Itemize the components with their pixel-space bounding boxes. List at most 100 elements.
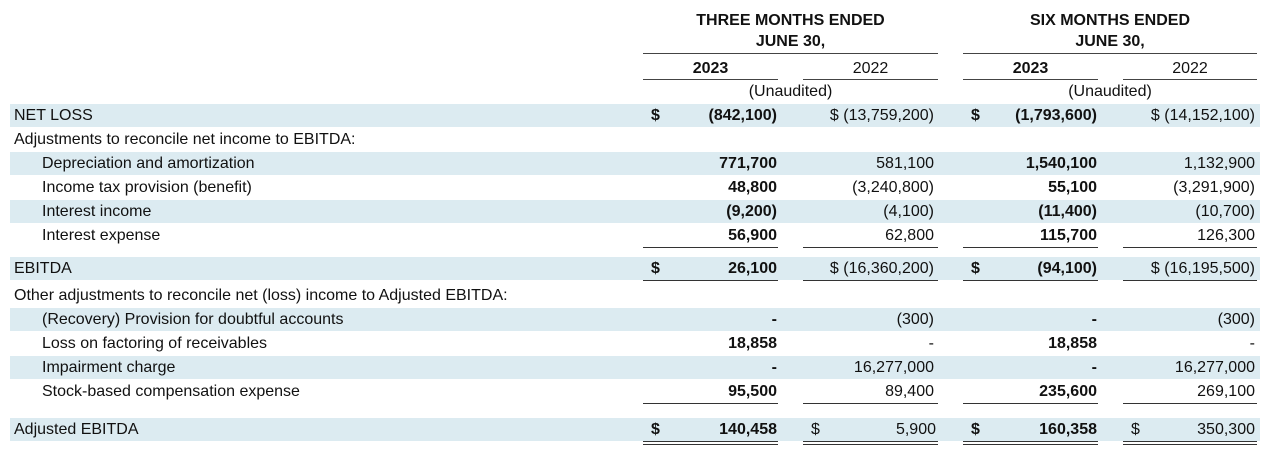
three-months-2023-value: -: [651, 358, 777, 378]
three-months-2022-value: 16,277,000: [803, 358, 934, 378]
three-months-2023-value: -: [651, 310, 777, 330]
amount: (10,700): [1195, 203, 1255, 220]
row-label: Stock-based compensation expense: [42, 383, 300, 400]
amount: 235,600: [1039, 383, 1097, 400]
amount: (9,200): [726, 203, 777, 220]
total-rule: [803, 280, 938, 281]
row-label: Income tax provision (benefit): [42, 179, 252, 196]
amount: (1,793,600): [1015, 107, 1097, 124]
amount: 115,700: [1040, 227, 1097, 244]
income-tax-row: Income tax provision (benefit) 48,800 (3…: [10, 176, 1260, 199]
amount: -: [1249, 335, 1255, 352]
subtotal-rule: [1123, 403, 1257, 404]
dollar-sign: $: [651, 421, 660, 438]
amount: 56,900: [728, 227, 777, 244]
six-months-2022-value: (3,291,900): [1122, 178, 1255, 198]
amount: (3,291,900): [1173, 179, 1255, 196]
year-2022-three-months: 2022: [852, 60, 889, 77]
row-label: Loss on factoring of receivables: [42, 335, 268, 352]
six-months-2023-value: 115,700: [971, 226, 1097, 246]
amount: 48,800: [728, 179, 777, 196]
amount: 18,858: [728, 335, 777, 352]
amount: (94,100): [1037, 260, 1097, 277]
row-label: Impairment charge: [42, 359, 176, 376]
amount: -: [1091, 311, 1097, 328]
amount: 18,858: [1048, 335, 1097, 352]
subtotal-rule: [803, 247, 938, 248]
year-2022-three-months-rule: [803, 79, 938, 80]
six-months-2022-value: 126,300: [1122, 226, 1255, 246]
three-months-header: THREE MONTHS ENDED JUNE 30,: [643, 10, 938, 52]
six-months-header-line2: JUNE 30,: [1075, 33, 1145, 50]
three-months-2022-value: $ (13,759,200): [803, 106, 934, 126]
three-months-2023-value: 771,700: [651, 154, 777, 174]
subtotal-rule: [963, 403, 1098, 404]
amount: (300): [896, 311, 934, 328]
row-label: NET LOSS: [14, 107, 93, 124]
subtotal-rule: [643, 247, 778, 248]
row-label: Interest income: [42, 203, 152, 220]
grand-total-double-rule: [963, 441, 1098, 445]
six-months-2022-value: 1,132,900: [1122, 154, 1255, 174]
six-months-2023-value: (11,400): [971, 202, 1097, 222]
amount: 55,100: [1048, 179, 1097, 196]
amount: 160,358: [1039, 421, 1097, 438]
six-months-2023-value: $ (94,100): [971, 259, 1097, 279]
dollar-sign: $: [1131, 421, 1140, 438]
amount: $ (14,152,100): [1150, 107, 1255, 124]
amount: (3,240,800): [852, 179, 934, 196]
amount: 140,458: [719, 421, 777, 438]
depreciation-row: Depreciation and amortization 771,700 58…: [10, 152, 1260, 175]
other-adjustments-section-header: Other adjustments to reconcile net (loss…: [10, 284, 1260, 307]
six-months-2023-value: 1,540,100: [971, 154, 1097, 174]
three-months-2023-value: 95,500: [651, 382, 777, 402]
row-label: Interest expense: [42, 227, 161, 244]
dollar-sign: $: [971, 260, 980, 277]
year-2023-six-months-rule: [963, 79, 1098, 80]
amount: $ (16,195,500): [1150, 260, 1255, 277]
six-months-2022-value: $ 350,300: [1131, 420, 1255, 440]
dollar-sign: $: [811, 421, 820, 438]
three-months-2023-value: (9,200): [651, 202, 777, 222]
amount: 771,700: [719, 155, 777, 172]
six-months-2022-value: 16,277,000: [1122, 358, 1255, 378]
dollar-sign: $: [971, 421, 980, 438]
amount: -: [928, 335, 934, 352]
three-months-2022-value: 581,100: [803, 154, 934, 174]
six-months-2022-value: 269,100: [1122, 382, 1255, 402]
amount: 5,900: [895, 421, 936, 438]
three-months-2022-value: $ (16,360,200): [803, 259, 934, 279]
three-months-2023-value: $ 140,458: [651, 420, 777, 440]
six-months-header: SIX MONTHS ENDED JUNE 30,: [963, 10, 1257, 52]
six-months-2022-value: -: [1122, 334, 1255, 354]
amount: 26,100: [728, 260, 777, 277]
six-months-2023-value: 235,600: [971, 382, 1097, 402]
year-2022-six-months-rule: [1123, 79, 1257, 80]
row-label: Adjustments to reconcile net income to E…: [14, 131, 356, 148]
amount: $ (13,759,200): [829, 107, 934, 124]
total-rule: [643, 280, 778, 281]
six-months-2023-value: 18,858: [971, 334, 1097, 354]
six-months-header-line1: SIX MONTHS ENDED: [1029, 12, 1190, 29]
impairment-charge-row: Impairment charge - 16,277,000 - 16,277,…: [10, 356, 1260, 379]
three-months-2022-value: $ 5,900: [811, 420, 936, 440]
amount: 16,277,000: [853, 359, 934, 376]
year-2023-six-months: 2023: [1012, 60, 1049, 77]
three-months-header-rule: [643, 53, 938, 54]
subtotal-rule: [803, 403, 938, 404]
subtotal-rule: [963, 247, 1098, 248]
amount: (300): [1217, 311, 1255, 328]
row-label: (Recovery) Provision for doubtful accoun…: [42, 311, 344, 328]
six-months-2023-value: -: [971, 358, 1097, 378]
unaudited-three-months: (Unaudited): [748, 83, 833, 100]
amount: 269,100: [1197, 383, 1255, 400]
six-months-header-rule: [963, 53, 1257, 54]
recovery-provision-row: (Recovery) Provision for doubtful accoun…: [10, 308, 1260, 331]
subtotal-rule: [643, 403, 778, 404]
interest-expense-row: Interest expense 56,900 62,800 115,700 1…: [10, 224, 1260, 247]
amount: -: [771, 311, 777, 328]
unaudited-six-months: (Unaudited): [1068, 83, 1152, 100]
six-months-2023-value: $ (1,793,600): [971, 106, 1097, 126]
total-rule: [1123, 280, 1257, 281]
stock-compensation-row: Stock-based compensation expense 95,500 …: [10, 380, 1260, 403]
